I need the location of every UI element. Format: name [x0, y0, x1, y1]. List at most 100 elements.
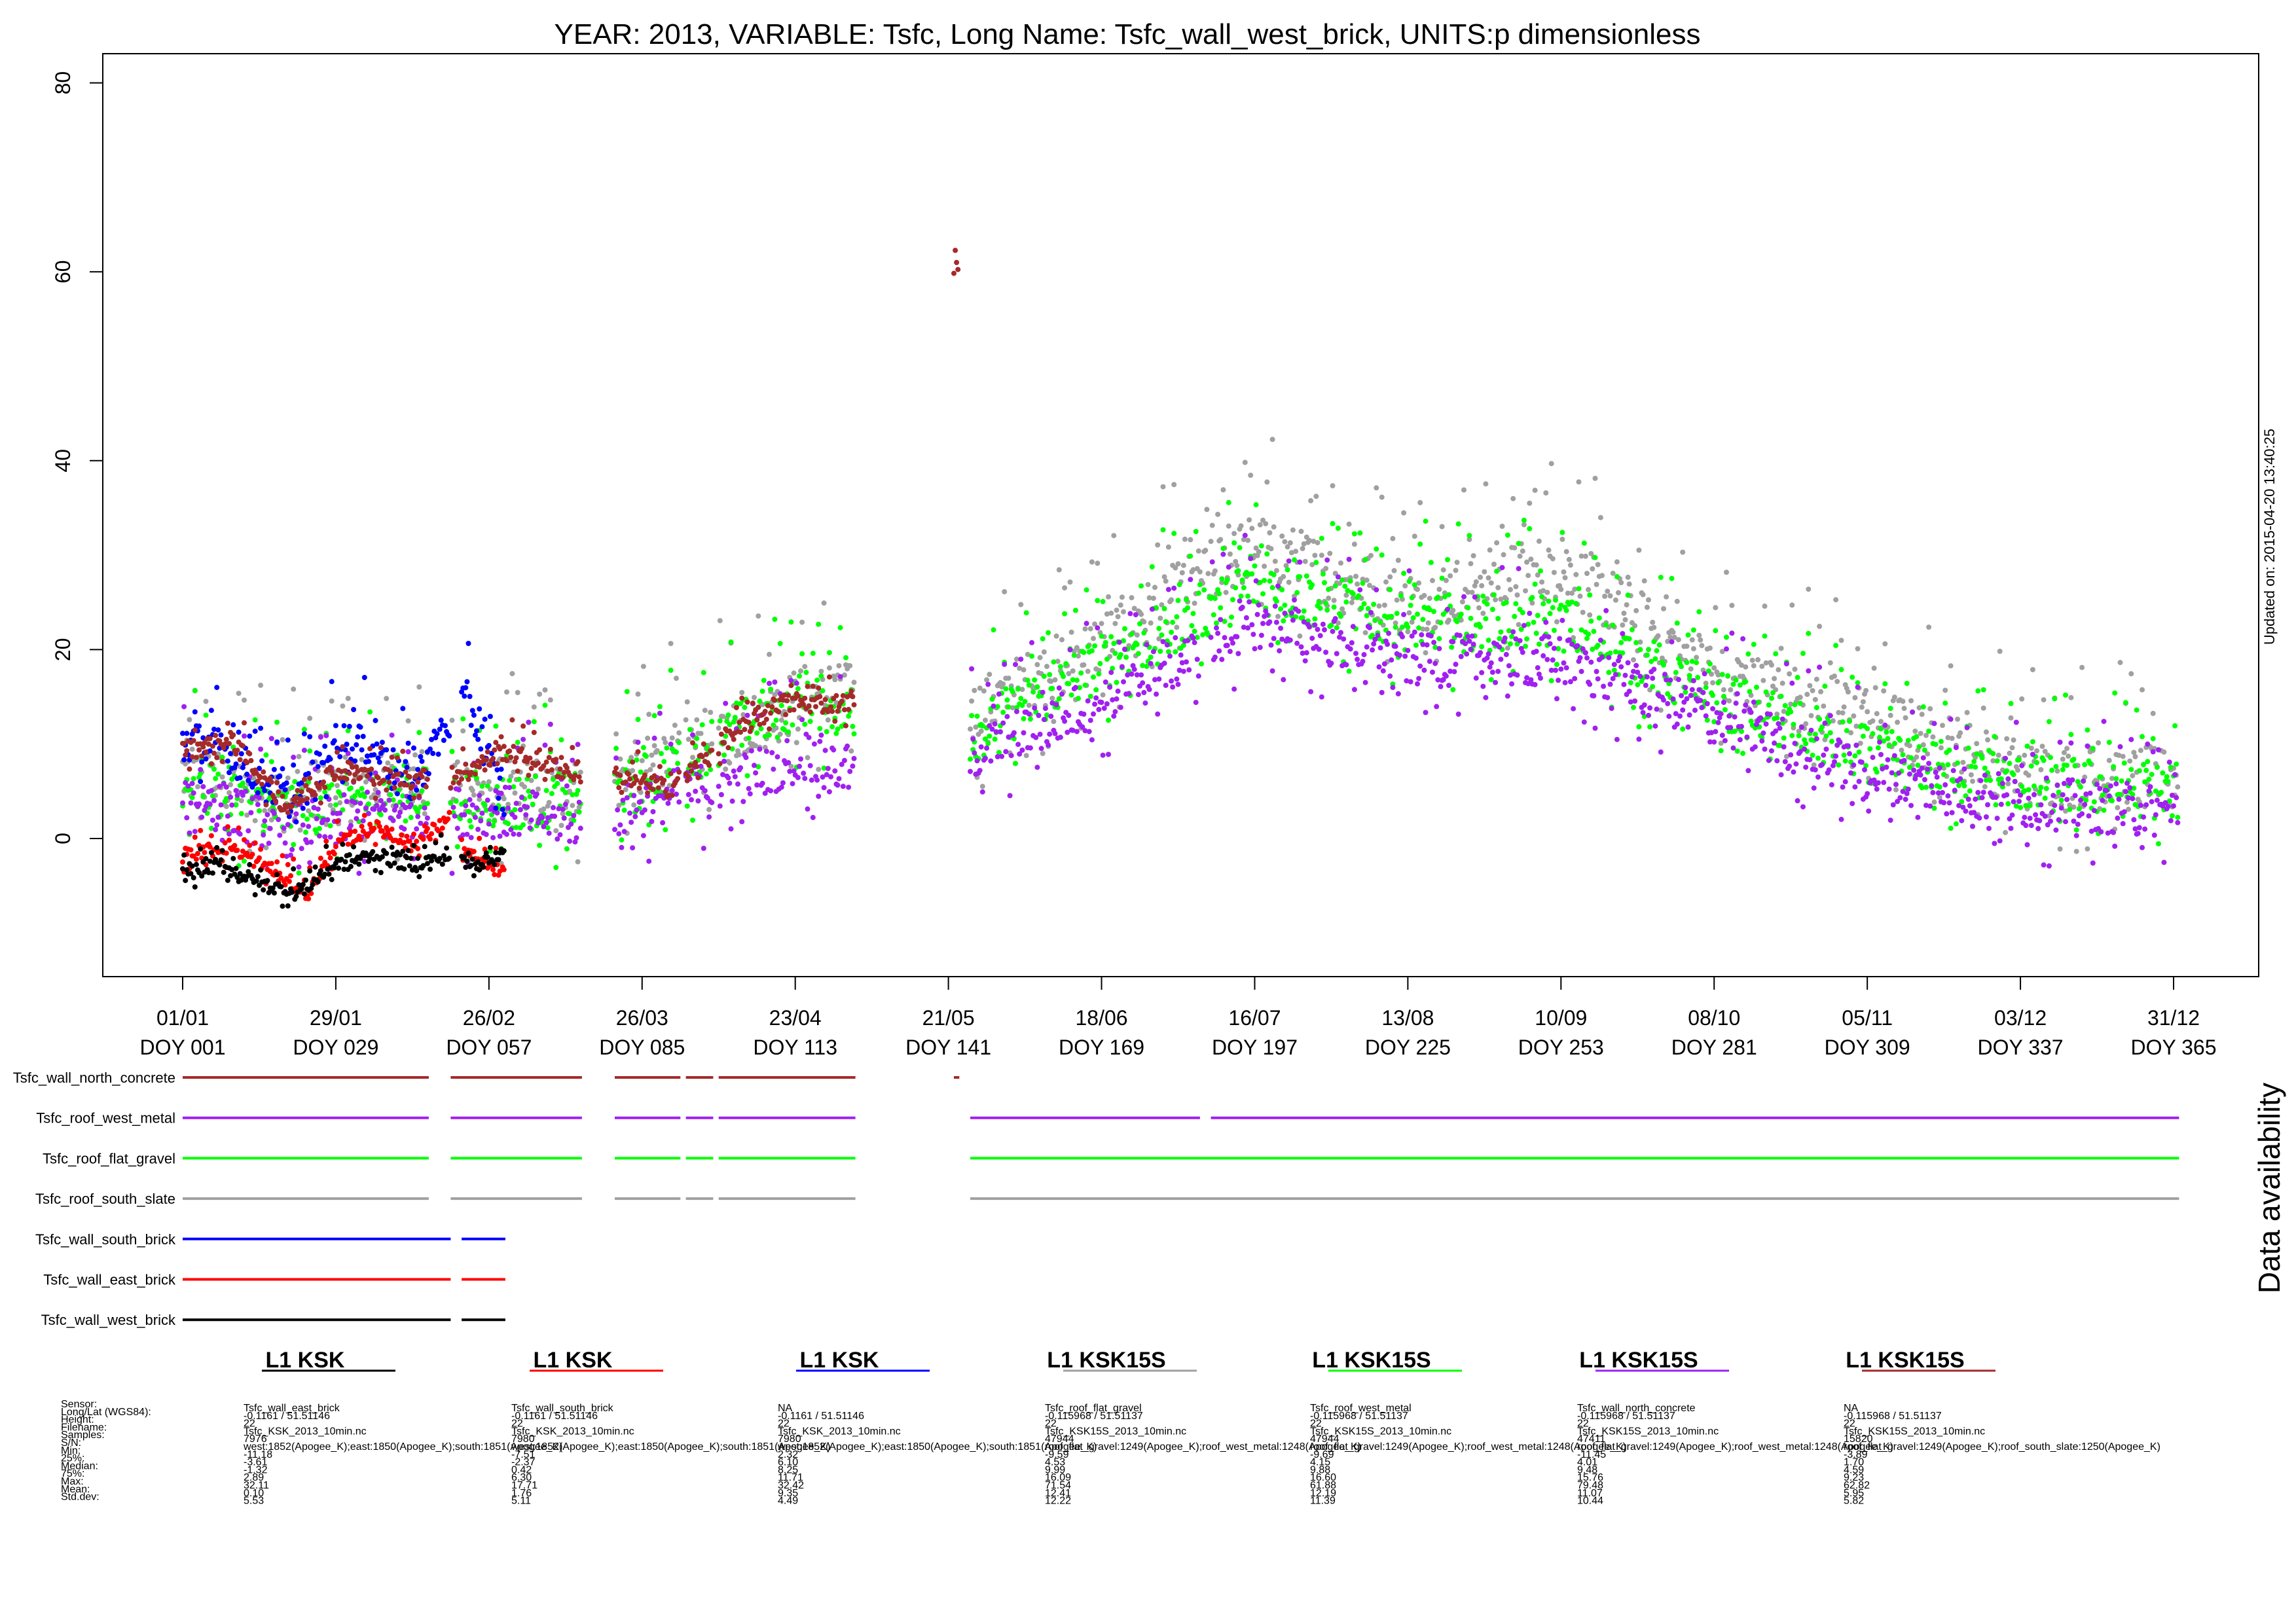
data-point [1509, 681, 1515, 687]
data-point [2007, 750, 2013, 756]
data-point [1257, 579, 1263, 585]
data-point [1205, 571, 1211, 577]
data-point [2166, 759, 2172, 765]
data-point [1959, 818, 1965, 823]
data-point [1842, 779, 1848, 785]
data-point [2052, 696, 2058, 702]
data-point [1702, 671, 1707, 677]
data-point [821, 785, 827, 791]
data-point [1239, 604, 1245, 610]
data-point [215, 771, 221, 777]
data-point [1423, 518, 1429, 524]
data-point [1003, 749, 1009, 755]
data-point [1918, 731, 1923, 736]
data-point [1520, 649, 1525, 655]
data-point [1014, 709, 1019, 714]
data-point [188, 800, 194, 806]
data-point [1376, 664, 1382, 670]
data-point [1323, 600, 1329, 606]
data-point [441, 738, 446, 743]
data-point [424, 776, 430, 782]
data-point [1129, 631, 1135, 637]
data-point [2100, 797, 2105, 803]
data-point [300, 805, 306, 811]
data-point [567, 811, 573, 817]
data-point [507, 748, 513, 754]
data-point [534, 791, 539, 797]
data-point [1070, 727, 1076, 733]
data-point [404, 833, 410, 839]
data-point [1081, 649, 1087, 655]
data-point [1044, 664, 1049, 670]
data-point [390, 797, 396, 803]
data-point [200, 735, 206, 741]
data-point [676, 769, 682, 775]
data-point [1516, 541, 1522, 547]
data-point [196, 723, 202, 729]
data-point [214, 845, 220, 850]
data-point [1611, 662, 1617, 668]
data-point [744, 773, 750, 779]
data-point [1652, 656, 1658, 662]
data-point [2060, 756, 2066, 762]
data-point [2060, 792, 2066, 798]
data-point [1546, 634, 1552, 640]
data-point [1787, 671, 1793, 677]
data-point [500, 806, 505, 812]
data-point [1550, 556, 1556, 562]
data-point [1562, 575, 1568, 581]
data-point [1307, 624, 1312, 630]
data-point [851, 731, 857, 737]
data-point [363, 805, 369, 811]
data-point [576, 799, 582, 805]
data-point [1979, 755, 1985, 761]
series-Tsfc_wall_north_concrete [180, 247, 961, 816]
data-point [740, 799, 746, 804]
data-point [1632, 698, 1638, 704]
data-point [1685, 632, 1691, 638]
data-point [1338, 613, 1343, 619]
data-point [1576, 586, 1582, 592]
data-point [1257, 645, 1263, 651]
data-point [558, 823, 564, 828]
data-point [1262, 577, 1267, 583]
data-point [1390, 685, 1396, 691]
data-point [1208, 634, 1214, 640]
data-point [1675, 656, 1681, 662]
data-point [477, 764, 483, 770]
data-point [1416, 676, 1422, 681]
data-point [454, 759, 460, 765]
data-point [374, 803, 380, 808]
data-point [285, 737, 291, 743]
data-point [839, 698, 845, 704]
data-point [1614, 574, 1620, 579]
data-point [619, 789, 625, 795]
data-point [415, 810, 421, 816]
data-point [1199, 661, 1204, 667]
data-point [1866, 808, 1872, 814]
data-point [463, 799, 469, 804]
data-point [321, 817, 327, 823]
data-point [1715, 719, 1721, 725]
data-point [1773, 651, 1779, 657]
data-point [780, 780, 786, 785]
data-point [1688, 693, 1694, 698]
data-point [1297, 633, 1303, 639]
data-point [326, 850, 332, 856]
data-point [1980, 789, 1986, 795]
data-point [1703, 680, 1709, 686]
data-point [1532, 681, 1538, 687]
data-point [1126, 691, 1132, 696]
data-point [242, 858, 247, 864]
data-point [1007, 793, 1013, 799]
data-point [1472, 583, 1478, 588]
data-point [739, 742, 745, 748]
data-point [1823, 746, 1829, 752]
data-point [1689, 659, 1695, 664]
data-point [1886, 743, 1892, 749]
data-point [335, 749, 340, 755]
data-point [210, 818, 215, 823]
data-point [1360, 581, 1366, 586]
data-point [1596, 615, 1602, 621]
data-point [1572, 586, 1578, 592]
